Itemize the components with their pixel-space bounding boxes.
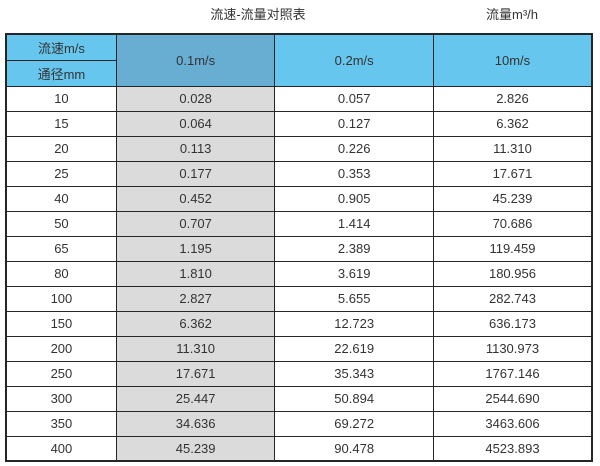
- diameter-cell: 200: [5, 335, 117, 362]
- flow-cell: 50.894: [274, 385, 434, 412]
- flow-cell: 3463.606: [432, 410, 593, 437]
- flow-cell: 6.362: [115, 310, 276, 337]
- flow-cell: 282.743: [432, 285, 593, 312]
- table-row: 10 0.028 0.057 2.826: [5, 85, 593, 112]
- flow-cell: 22.619: [274, 335, 434, 362]
- diameter-cell: 15: [5, 110, 117, 137]
- header-row-bottom: 通径mm: [5, 59, 592, 87]
- diameter-cell: 150: [5, 310, 117, 337]
- diameter-cell: 300: [5, 385, 117, 412]
- flow-cell: 69.272: [274, 410, 434, 437]
- flow-cell: 17.671: [115, 360, 276, 387]
- column-header-0-1ms: 0.1m/s: [115, 33, 276, 87]
- flow-cell: 1130.973: [432, 335, 593, 362]
- flow-cell: 180.956: [432, 260, 593, 287]
- flow-cell: 119.459: [432, 235, 593, 262]
- flow-cell: 35.343: [274, 360, 434, 387]
- flow-cell: 0.226: [274, 135, 434, 162]
- diameter-cell: 350: [5, 410, 117, 437]
- flow-cell: 45.239: [432, 185, 593, 212]
- flow-cell: 0.127: [274, 110, 434, 137]
- table-row: 150 6.362 12.723 636.173: [5, 310, 593, 337]
- table-row: 300 25.447 50.894 2544.690: [5, 385, 593, 412]
- flow-cell: 45.239: [115, 435, 276, 462]
- flow-cell: 636.173: [432, 310, 593, 337]
- table-row: 15 0.064 0.127 6.362: [5, 110, 593, 137]
- flow-cell: 3.619: [274, 260, 434, 287]
- flow-cell: 6.362: [432, 110, 593, 137]
- flow-cell: 0.057: [274, 85, 434, 112]
- flow-rate-table: 流速m/s 0.1m/s 0.2m/s 10m/s 通径mm 10 0.028 0.…: [5, 33, 593, 462]
- flow-cell: 1767.146: [432, 360, 593, 387]
- flow-table-header: 流速m/s 0.1m/s 0.2m/s 10m/s 通径mm: [5, 33, 593, 87]
- table-row: 100 2.827 5.655 282.743: [5, 285, 593, 312]
- flow-cell: 90.478: [274, 435, 434, 462]
- flow-cell: 70.686: [432, 210, 593, 237]
- table-row: 50 0.707 1.414 70.686: [5, 210, 593, 237]
- flow-cell: 2544.690: [432, 385, 593, 412]
- flow-cell: 2.827: [115, 285, 276, 312]
- table-row: 400 45.239 90.478 4523.893: [5, 435, 593, 462]
- corner-diameter-label: 通径mm: [5, 59, 117, 87]
- table-row: 40 0.452 0.905 45.239: [5, 185, 593, 212]
- diameter-cell: 100: [5, 285, 117, 312]
- flow-cell: 11.310: [115, 335, 276, 362]
- column-header-10ms: 10m/s: [432, 33, 593, 87]
- flow-cell: 0.905: [274, 185, 434, 212]
- table-row: 25 0.177 0.353 17.671: [5, 160, 593, 187]
- flow-cell: 17.671: [432, 160, 593, 187]
- diameter-cell: 65: [5, 235, 117, 262]
- flow-cell: 4523.893: [432, 435, 593, 462]
- table-row: 250 17.671 35.343 1767.146: [5, 360, 593, 387]
- flow-cell: 34.636: [115, 410, 276, 437]
- table-title: 流速-流量对照表: [210, 7, 306, 22]
- diameter-cell: 400: [5, 435, 117, 462]
- diameter-cell: 80: [5, 260, 117, 287]
- flow-cell: 0.707: [115, 210, 276, 237]
- header-row-top: 流速m/s 0.1m/s 0.2m/s 10m/s: [5, 33, 593, 87]
- diameter-cell: 50: [5, 210, 117, 237]
- flow-table-body: 10 0.028 0.057 2.826 15 0.064 0.127 6.362 20 0.11…: [5, 85, 593, 462]
- flow-cell: 12.723: [274, 310, 434, 337]
- table-row: 80 1.810 3.619 180.956: [5, 260, 593, 287]
- table-row: 65 1.195 2.389 119.459: [5, 235, 593, 262]
- flow-cell: 0.177: [115, 160, 276, 187]
- flow-cell: 1.810: [115, 260, 276, 287]
- flow-cell: 1.195: [115, 235, 276, 262]
- flow-unit-label: 流量m³/h: [485, 7, 538, 22]
- diameter-cell: 40: [5, 185, 117, 212]
- flow-cell: 2.826: [432, 85, 593, 112]
- table-row: 350 34.636 69.272 3463.606: [5, 410, 593, 437]
- diameter-cell: 20: [5, 135, 117, 162]
- flow-cell: 11.310: [432, 135, 593, 162]
- flow-cell: 0.028: [115, 85, 276, 112]
- flow-cell: 0.064: [115, 110, 276, 137]
- flow-cell: 0.353: [274, 160, 434, 187]
- flow-cell: 0.113: [115, 135, 276, 162]
- column-header-0-2ms: 0.2m/s: [274, 33, 434, 87]
- flow-cell: 2.389: [274, 235, 434, 262]
- flow-cell: 0.452: [115, 185, 276, 212]
- diameter-cell: 10: [5, 85, 117, 112]
- flow-cell: 25.447: [115, 385, 276, 412]
- diameter-cell: 25: [5, 160, 117, 187]
- table-row: 20 0.113 0.226 11.310: [5, 135, 593, 162]
- diameter-cell: 250: [5, 360, 117, 387]
- flow-cell: 5.655: [274, 285, 434, 312]
- table-row: 200 11.310 22.619 1130.973: [5, 335, 593, 362]
- corner-velocity-label: 流速m/s: [5, 33, 117, 61]
- flow-cell: 1.414: [274, 210, 434, 237]
